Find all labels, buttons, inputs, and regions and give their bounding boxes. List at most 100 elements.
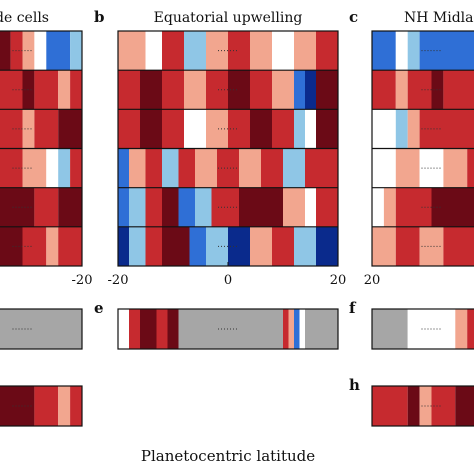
x-tick-label: 20	[364, 273, 381, 288]
x-axis-label: Planetocentric latitude	[141, 447, 315, 465]
panel-frame	[0, 385, 83, 427]
heatmap-cell	[383, 187, 396, 227]
heatmap-cell	[162, 148, 179, 188]
heatmap-cell	[70, 386, 82, 426]
heatmap-cell	[305, 187, 316, 227]
heatmap-cell	[118, 309, 129, 349]
heatmap-cell	[129, 148, 146, 188]
heatmap-cell	[145, 148, 162, 188]
heatmap-cell	[145, 31, 162, 71]
heatmap-cell	[316, 31, 338, 71]
heatmap-cell	[206, 226, 228, 266]
heatmap-cell	[129, 309, 140, 349]
heatmap-cell	[195, 148, 217, 188]
heatmap-cell	[283, 187, 305, 227]
panel-title: de cells	[0, 10, 49, 26]
heatmap-cell	[34, 187, 59, 227]
heatmap-cell	[407, 109, 420, 149]
heatmap-cell	[46, 226, 59, 266]
heatmap-cell	[372, 31, 396, 71]
heatmap-cell	[299, 309, 305, 349]
heatmap-cell	[250, 226, 272, 266]
heatmap-cell	[46, 148, 59, 188]
heatmap-cell	[145, 226, 162, 266]
panel-letter: f	[349, 299, 357, 317]
heatmap-cell	[372, 187, 384, 227]
heatmap-cell	[140, 309, 157, 349]
heatmap-cell	[118, 109, 140, 149]
heatmap-cell	[0, 109, 23, 149]
heatmap-cell	[167, 309, 179, 349]
heatmap-cell	[228, 109, 250, 149]
heatmap-cell	[294, 309, 300, 349]
heatmap-cell	[316, 70, 338, 110]
heatmap-cell	[455, 309, 468, 349]
heatmap-cell	[70, 148, 82, 188]
heatmap-cell	[70, 31, 82, 71]
heatmap-cell	[189, 226, 206, 266]
heatmap-cell	[395, 31, 408, 71]
panel-title: Equatorial upwelling	[154, 10, 303, 26]
x-tick-label: -20	[72, 273, 93, 288]
heatmap-cell	[118, 187, 129, 227]
heatmap-cell	[34, 386, 59, 426]
heatmap-cell	[0, 70, 23, 110]
heatmap-panel: h	[349, 376, 474, 427]
heatmap-cell	[162, 109, 184, 149]
heatmap-cell	[316, 226, 338, 266]
heatmap-cell	[316, 187, 338, 227]
heatmap-cell	[10, 31, 23, 71]
heatmap-cell	[455, 386, 474, 426]
heatmap-cell	[419, 109, 474, 149]
heatmap-cell	[407, 31, 420, 71]
heatmap-cell	[431, 386, 456, 426]
x-tick-label: -20	[108, 273, 129, 288]
panel-frame	[117, 308, 339, 350]
heatmap-cell	[372, 226, 396, 266]
heatmap-cell	[407, 386, 420, 426]
heatmap-cell	[0, 187, 35, 227]
heatmap-cell	[395, 226, 420, 266]
heatmap-cell	[58, 226, 82, 266]
heatmap-cell	[272, 31, 294, 71]
heatmap-cell	[305, 148, 338, 188]
heatmap-panel: -20 de cells	[0, 10, 92, 288]
heatmap-cell	[305, 70, 316, 110]
x-tick-label: 0	[224, 273, 232, 288]
heatmap-cell	[372, 386, 408, 426]
heatmap-panel: 20 c NH Midla	[349, 8, 474, 288]
panel-frame	[0, 308, 83, 350]
panel-letter: c	[349, 8, 358, 26]
heatmap-cell	[239, 187, 283, 227]
heatmap-cell	[294, 31, 316, 71]
heatmap-cell	[140, 109, 162, 149]
heatmap-cell	[395, 148, 420, 188]
heatmap-cell	[184, 31, 206, 71]
heatmap-cell	[250, 109, 272, 149]
heatmap-panel: -20 0 20 b Equatorial upwelling	[94, 8, 346, 288]
heatmap-cell	[261, 148, 283, 188]
heatmap-cell	[162, 187, 179, 227]
heatmap-cell	[372, 309, 408, 349]
heatmap-cell	[0, 386, 35, 426]
heatmap-cell	[283, 148, 305, 188]
panel-letter: b	[94, 8, 105, 26]
heatmap-cell	[145, 187, 162, 227]
heatmap-panel: e	[94, 299, 339, 350]
heatmap-panel	[0, 308, 83, 350]
heatmap-cell	[162, 226, 190, 266]
heatmap-cell	[206, 31, 228, 71]
heatmap-cell	[118, 226, 129, 266]
heatmap-cell	[195, 187, 212, 227]
heatmap-cell	[272, 70, 294, 110]
panel-frame	[371, 308, 474, 350]
heatmap-cell	[178, 148, 195, 188]
heatmap-cell	[305, 109, 316, 149]
heatmap-cell	[58, 148, 71, 188]
heatmap-cell	[294, 226, 316, 266]
heatmap-cell	[305, 309, 338, 349]
heatmap-cell	[272, 226, 294, 266]
heatmap-cell	[0, 31, 11, 71]
heatmap-cell	[34, 31, 47, 71]
